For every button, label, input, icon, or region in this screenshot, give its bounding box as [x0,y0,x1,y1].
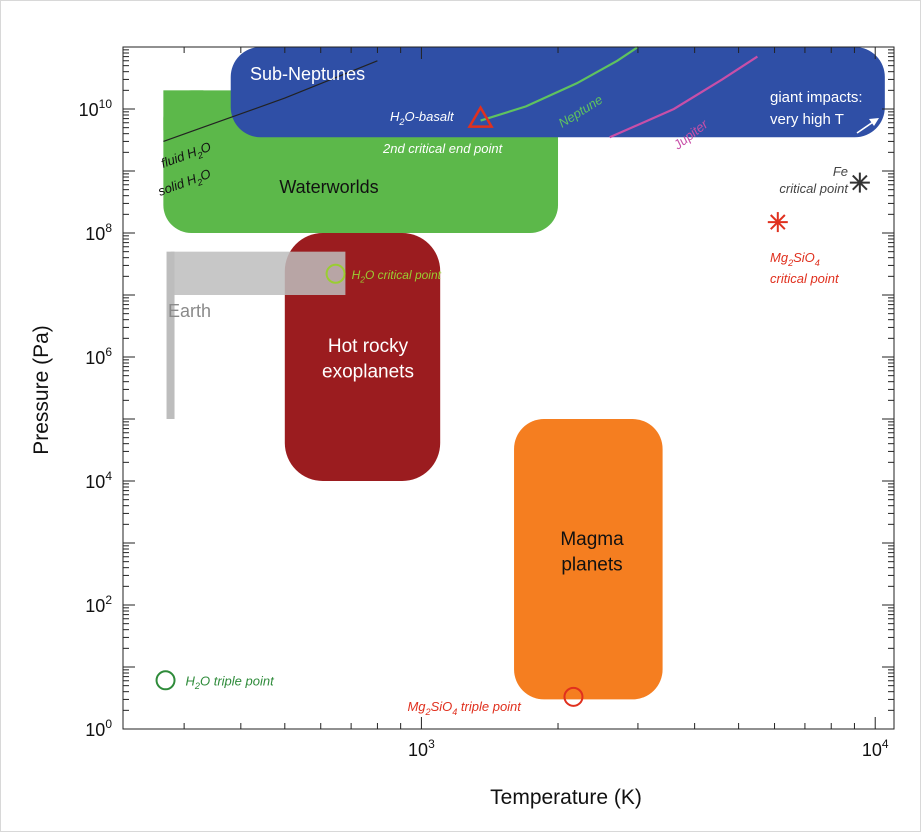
point-fe-critical-marker-stroke [852,174,868,191]
curve-neptune [480,46,639,122]
point-mg2sio4-triple-marker [563,686,584,707]
point-mg2sio4-critical-label: Mg2SiO4 [770,250,820,268]
region-label-waterworlds: Waterworlds [279,177,378,197]
curve-jupiter [609,55,758,139]
region-waterworlds-corner [163,90,204,131]
region-label-magma: Magma [560,529,624,550]
point-fe-critical-label: Fe [833,164,848,179]
region-label-hot-rocky: Hot rocky [328,336,409,357]
y-tick-label: 104 [85,469,112,492]
y-tick-label: 108 [85,221,112,244]
point-h2o-triple-label: H2O triple point [186,673,276,691]
x-tick-label: 103 [408,737,435,760]
region-label-sub-neptunes: Sub-Neptunes [250,64,365,84]
region-label-hot-rocky: exoplanets [322,362,414,383]
annotation-giant-impacts: giant impacts: [770,89,863,106]
point-fe-critical-marker [849,172,870,193]
earth-band [170,251,346,295]
y-tick-label: 102 [85,593,112,616]
point-h2o-basalt-label: H2O-basalt [390,109,455,127]
y-tick-label: 106 [85,345,112,368]
y-tick-label: 1010 [79,97,113,120]
earth-vertical-bar [166,251,175,419]
point-h2o-critical-label: H2O critical point [352,268,442,285]
point-h2o-basalt-marker [467,105,494,128]
annotation-giant-impacts-line2: very high T [770,111,844,128]
y-axis-title: Pressure (Pa) [30,325,53,455]
phase-boundary-line [163,60,378,142]
point-mg2sio4-critical-marker-stroke [770,214,786,230]
earth-label: Earth [168,301,211,321]
point-mg2sio4-critical-sublabel: critical point [770,271,840,286]
x-axis-title: Temperature (K) [490,786,642,809]
point-h2o-triple-marker [155,670,176,691]
plot-frame [122,46,895,730]
point-fe-critical-sublabel: critical point [779,181,849,196]
region-label-magma: planets [561,555,622,576]
annotation-arrow-head [869,118,879,126]
point-h2o-critical-marker [325,263,346,284]
point-mg2sio4-critical-marker [767,212,788,233]
x-tick-label: 104 [862,737,889,760]
point-mg2sio4-triple-label: Mg2SiO4 triple point [407,699,522,717]
y-tick-label: 100 [85,717,112,740]
region-magma [514,419,663,700]
point-h2o-basalt-sublabel: 2nd critical end point [382,141,504,156]
